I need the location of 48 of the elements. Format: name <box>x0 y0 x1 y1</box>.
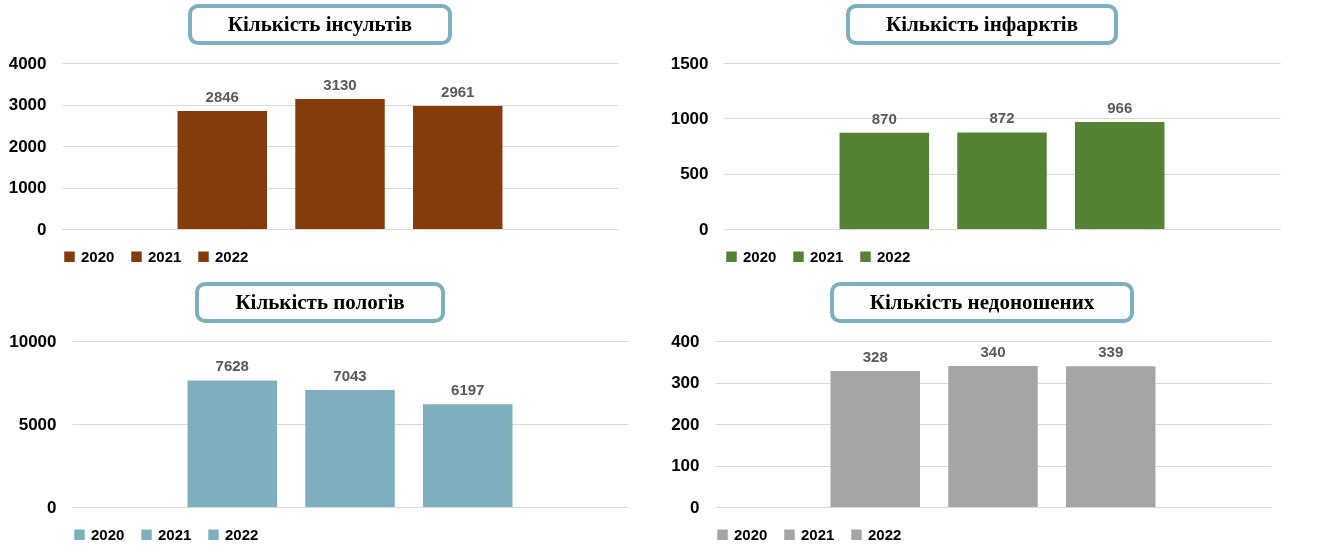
data-label: 328 <box>862 347 888 365</box>
data-label: 7043 <box>333 367 367 385</box>
chart-title: Кількість недоношених <box>829 282 1135 323</box>
data-label: 340 <box>980 342 1006 360</box>
y-tick-label: 5000 <box>18 414 57 434</box>
y-tick-label: 1500 <box>670 53 709 73</box>
y-tick-label: 400 <box>671 331 700 351</box>
y-tick-label: 500 <box>680 164 709 184</box>
legend-label: 2021 <box>810 247 844 265</box>
bar <box>187 380 278 507</box>
chart-title: Кількість інфарктів <box>845 4 1119 45</box>
data-label: 7628 <box>215 357 249 375</box>
y-tick-label: 200 <box>671 414 700 434</box>
y-tick-label: 300 <box>671 373 700 392</box>
legend-label: 2020 <box>734 525 768 543</box>
data-label: 339 <box>1098 343 1124 361</box>
bar <box>305 390 395 507</box>
legend-label: 2021 <box>801 525 835 543</box>
data-label: 2961 <box>441 83 475 101</box>
legend-label: 2021 <box>158 525 192 543</box>
data-label: 2846 <box>205 87 239 105</box>
legend-label: 2022 <box>877 247 911 265</box>
legend-label: 2020 <box>743 247 777 265</box>
legend-label: 2022 <box>225 525 259 543</box>
y-tick-label: 0 <box>47 497 57 517</box>
data-label: 3130 <box>323 76 357 94</box>
y-tick-label: 2000 <box>8 136 47 156</box>
y-tick-label: 1000 <box>670 108 709 128</box>
data-label: 872 <box>989 109 1015 127</box>
y-tick-label: 1000 <box>8 178 47 197</box>
data-label: 966 <box>1107 99 1133 117</box>
y-tick-label: 4000 <box>8 53 47 73</box>
y-tick-label: 100 <box>671 456 700 475</box>
legend-label: 2020 <box>81 247 115 265</box>
legend-label: 2022 <box>868 525 902 543</box>
legend-label: 2020 <box>91 525 125 543</box>
data-label: 6197 <box>451 381 485 399</box>
legend-label: 2022 <box>215 247 249 265</box>
y-tick-label: 0 <box>37 219 47 239</box>
y-tick-label: 0 <box>690 497 700 517</box>
y-tick-label: 0 <box>699 219 709 239</box>
y-tick-label: 10000 <box>9 331 57 351</box>
bar <box>422 404 513 507</box>
data-label: 870 <box>871 109 897 127</box>
chart-title: Кількість пологів <box>195 282 445 323</box>
chart-title: Кількість інсультів <box>187 4 453 45</box>
y-tick-label: 3000 <box>8 95 47 114</box>
legend-label: 2021 <box>148 247 182 265</box>
